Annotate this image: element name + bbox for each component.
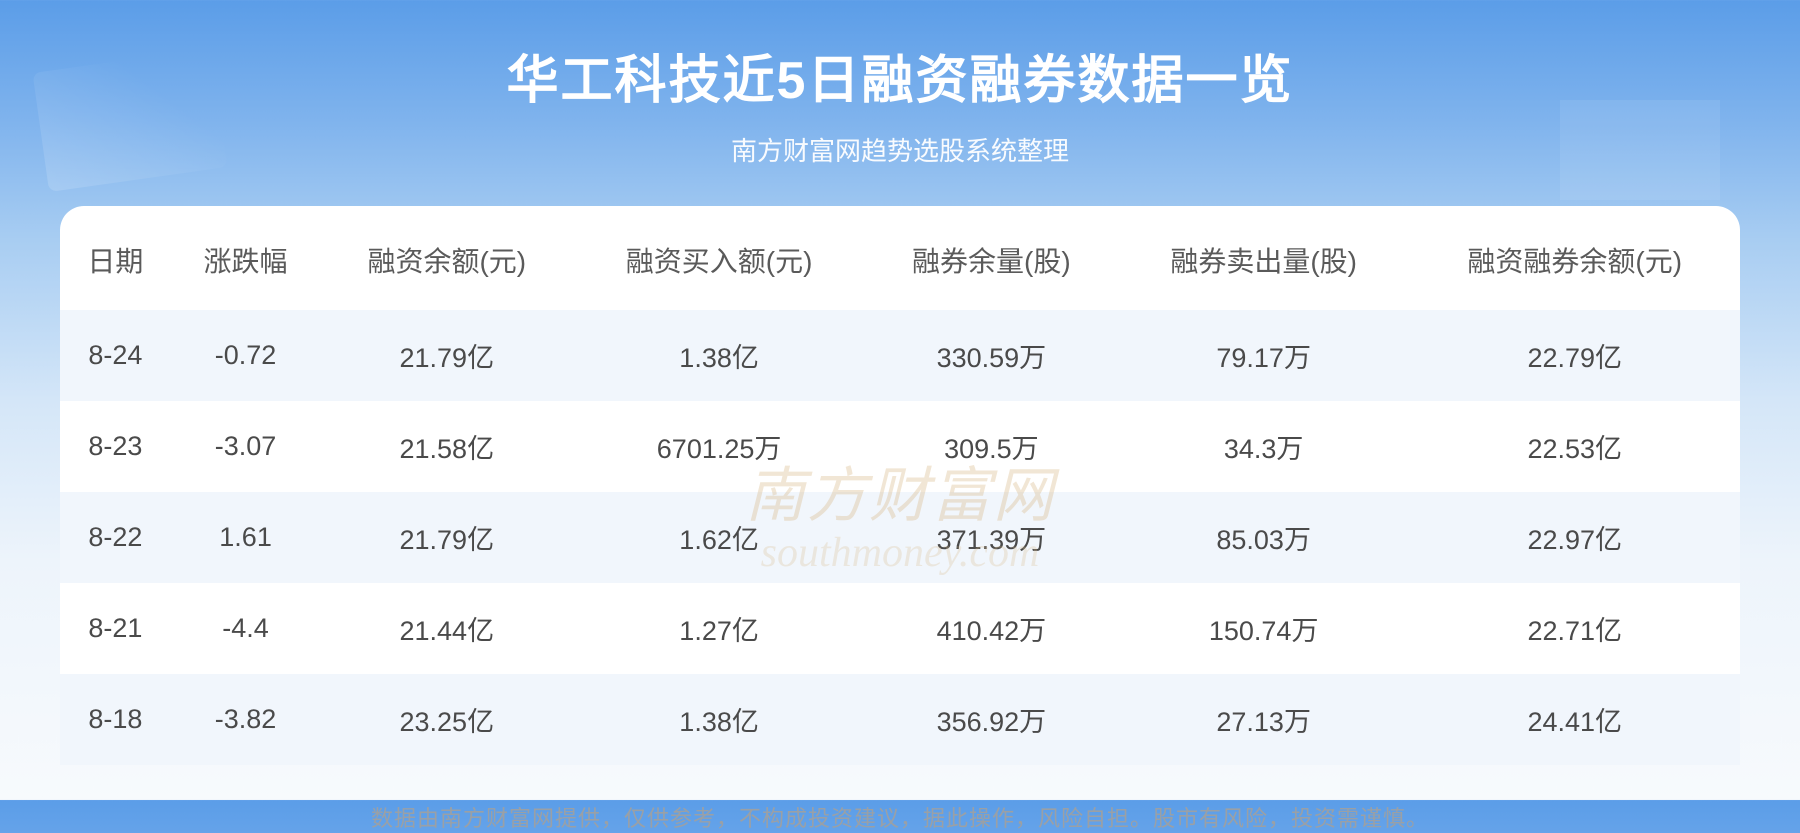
cell-change: -0.72: [171, 310, 321, 401]
cell-date: 8-22: [60, 492, 171, 583]
cell-short-sell: 27.13万: [1118, 674, 1410, 765]
cell-short-balance: 356.92万: [865, 674, 1118, 765]
cell-total-balance: 22.71亿: [1410, 583, 1741, 674]
table-row: 8-21 -4.4 21.44亿 1.27亿 410.42万 150.74万 2…: [60, 583, 1740, 674]
table-row: 8-23 -3.07 21.58亿 6701.25万 309.5万 34.3万 …: [60, 401, 1740, 492]
header: 华工科技近5日融资融券数据一览 南方财富网趋势选股系统整理: [0, 0, 1800, 168]
col-margin-balance: 融资余额(元): [320, 206, 573, 310]
cell-margin-buy: 1.38亿: [573, 310, 865, 401]
cell-total-balance: 24.41亿: [1410, 674, 1741, 765]
cell-margin-balance: 21.58亿: [320, 401, 573, 492]
table-body: 8-24 -0.72 21.79亿 1.38亿 330.59万 79.17万 2…: [60, 310, 1740, 765]
col-margin-buy: 融资买入额(元): [573, 206, 865, 310]
cell-date: 8-21: [60, 583, 171, 674]
cell-short-balance: 309.5万: [865, 401, 1118, 492]
cell-date: 8-18: [60, 674, 171, 765]
cell-margin-buy: 6701.25万: [573, 401, 865, 492]
cell-margin-balance: 23.25亿: [320, 674, 573, 765]
table-container: 南方财富网 southmoney.com 日期 涨跌幅 融资余额(元) 融资买入…: [60, 206, 1740, 765]
cell-margin-buy: 1.38亿: [573, 674, 865, 765]
table-row: 8-22 1.61 21.79亿 1.62亿 371.39万 85.03万 22…: [60, 492, 1740, 583]
cell-margin-balance: 21.79亿: [320, 492, 573, 583]
cell-margin-balance: 21.44亿: [320, 583, 573, 674]
col-date: 日期: [60, 206, 171, 310]
cell-short-balance: 371.39万: [865, 492, 1118, 583]
cell-change: 1.61: [171, 492, 321, 583]
col-short-sell: 融券卖出量(股): [1118, 206, 1410, 310]
cell-short-sell: 79.17万: [1118, 310, 1410, 401]
page-subtitle: 南方财富网趋势选股系统整理: [0, 131, 1800, 168]
cell-short-sell: 150.74万: [1118, 583, 1410, 674]
cell-total-balance: 22.97亿: [1410, 492, 1741, 583]
col-total-balance: 融资融券余额(元): [1410, 206, 1741, 310]
background-decoration-left: [33, 48, 228, 192]
cell-change: -4.4: [171, 583, 321, 674]
table-header-row: 日期 涨跌幅 融资余额(元) 融资买入额(元) 融券余量(股) 融券卖出量(股)…: [60, 206, 1740, 310]
table-row: 8-24 -0.72 21.79亿 1.38亿 330.59万 79.17万 2…: [60, 310, 1740, 401]
cell-margin-buy: 1.27亿: [573, 583, 865, 674]
page-title: 华工科技近5日融资融券数据一览: [0, 38, 1800, 113]
cell-short-sell: 85.03万: [1118, 492, 1410, 583]
cell-date: 8-24: [60, 310, 171, 401]
cell-change: -3.82: [171, 674, 321, 765]
col-short-balance: 融券余量(股): [865, 206, 1118, 310]
cell-date: 8-23: [60, 401, 171, 492]
table-row: 8-18 -3.82 23.25亿 1.38亿 356.92万 27.13万 2…: [60, 674, 1740, 765]
col-change: 涨跌幅: [171, 206, 321, 310]
cell-margin-balance: 21.79亿: [320, 310, 573, 401]
cell-total-balance: 22.53亿: [1410, 401, 1741, 492]
cell-short-sell: 34.3万: [1118, 401, 1410, 492]
data-table: 日期 涨跌幅 融资余额(元) 融资买入额(元) 融券余量(股) 融券卖出量(股)…: [60, 206, 1740, 765]
cell-margin-buy: 1.62亿: [573, 492, 865, 583]
cell-short-balance: 330.59万: [865, 310, 1118, 401]
disclaimer-text: 数据由南方财富网提供，仅供参考，不构成投资建议，据此操作，风险自担。股市有风险，…: [0, 801, 1800, 833]
cell-total-balance: 22.79亿: [1410, 310, 1741, 401]
cell-short-balance: 410.42万: [865, 583, 1118, 674]
cell-change: -3.07: [171, 401, 321, 492]
